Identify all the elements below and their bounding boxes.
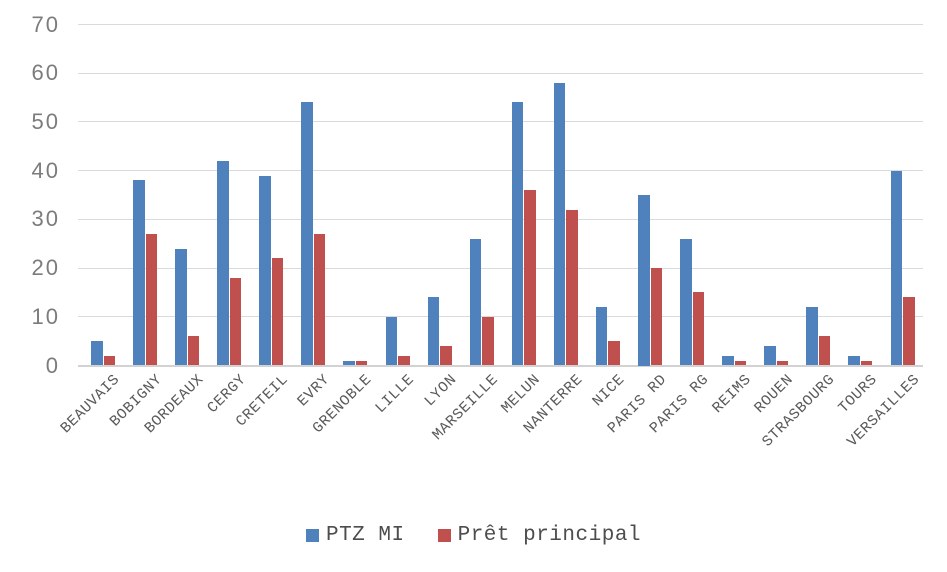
bar-ptz-mi-strasbourg bbox=[806, 307, 818, 366]
bar-pr-t-principal-nanterre bbox=[566, 209, 578, 366]
legend-item-ptz-mi: PTZ MI bbox=[305, 524, 405, 547]
y-gridline-40 bbox=[78, 170, 923, 172]
bar-pr-t-principal-rouen bbox=[776, 360, 789, 366]
bar-ptz-mi-grenoble bbox=[343, 360, 355, 366]
x-category-label-nice: NICE bbox=[589, 371, 629, 411]
y-tick-label-70: 70 bbox=[31, 11, 60, 37]
x-category-label-beauvais: BEAUVAIS bbox=[57, 371, 124, 438]
bar-ptz-mi-paris-rd bbox=[638, 195, 650, 366]
bar-pr-t-principal-nice bbox=[608, 341, 620, 366]
bar-pr-t-principal-paris-rg bbox=[692, 292, 705, 366]
bar-ptz-mi-nice bbox=[595, 307, 608, 366]
bar-ptz-mi-nanterre bbox=[553, 82, 566, 366]
bar-ptz-mi-evry bbox=[301, 102, 313, 366]
bar-ptz-mi-tours bbox=[848, 355, 860, 366]
bar-pr-t-principal-bordeaux bbox=[187, 336, 200, 366]
bar-pr-t-principal-lille bbox=[398, 355, 410, 366]
bar-pr-t-principal-evry bbox=[313, 233, 326, 366]
bar-pr-t-principal-reims bbox=[734, 360, 747, 366]
x-category-label-lille: LILLE bbox=[372, 371, 418, 417]
y-gridline-60 bbox=[78, 72, 923, 74]
legend-item-pret-principal: Prêt principal bbox=[437, 524, 642, 547]
bar-pr-t-principal-strasbourg bbox=[818, 336, 831, 366]
x-axis-line bbox=[78, 364, 923, 367]
y-gridline-10 bbox=[78, 316, 923, 318]
x-category-label-reims: REIMS bbox=[708, 371, 755, 417]
bar-ptz-mi-melun bbox=[511, 102, 524, 366]
y-gridline-20 bbox=[78, 267, 923, 269]
bar-pr-t-principal-bobigny bbox=[145, 233, 158, 366]
bar-pr-t-principal-cergy bbox=[229, 277, 242, 366]
bar-ptz-mi-cergy bbox=[217, 160, 229, 366]
bar-ptz-mi-lille bbox=[385, 316, 398, 366]
bar-ptz-mi-beauvais bbox=[91, 341, 103, 366]
y-gridline-70 bbox=[78, 24, 923, 25]
bar-ptz-mi-rouen bbox=[764, 346, 776, 366]
bar-ptz-mi-reims bbox=[722, 355, 734, 366]
bar-pr-t-principal-melun bbox=[524, 190, 536, 366]
x-category-label-evry: EVRY bbox=[294, 371, 334, 411]
legend-label-ptz-mi: PTZ MI bbox=[325, 524, 405, 547]
y-tick-label-10: 10 bbox=[31, 303, 60, 329]
y-tick-label-60: 60 bbox=[31, 60, 60, 86]
bar-pr-t-principal-creteil bbox=[271, 258, 284, 366]
y-gridline-50 bbox=[78, 121, 923, 123]
bar-ptz-mi-bobigny bbox=[133, 180, 145, 366]
y-tick-label-30: 30 bbox=[31, 206, 60, 232]
bar-pr-t-principal-beauvais bbox=[103, 355, 115, 366]
bar-pr-t-principal-tours bbox=[860, 360, 873, 366]
bar-ptz-mi-creteil bbox=[259, 175, 271, 366]
y-tick-label-40: 40 bbox=[31, 157, 60, 183]
legend-label-pret-principal: Prêt principal bbox=[457, 524, 642, 547]
bar-pr-t-principal-grenoble bbox=[355, 360, 368, 366]
legend-swatch-ptz-mi-icon bbox=[305, 529, 319, 542]
legend-swatch-pret-principal-icon bbox=[437, 529, 451, 542]
y-tick-label-0: 0 bbox=[45, 352, 60, 378]
y-tick-label-50: 50 bbox=[31, 108, 60, 134]
bar-pr-t-principal-marseille bbox=[482, 316, 494, 366]
bar-ptz-mi-paris-rg bbox=[680, 238, 692, 366]
y-gridline-30 bbox=[78, 218, 923, 220]
legend: PTZ MI Prêt principal bbox=[0, 524, 947, 547]
bar-pr-t-principal-lyon bbox=[440, 346, 452, 366]
x-category-label-lyon: LYON bbox=[421, 371, 460, 411]
bar-ptz-mi-marseille bbox=[469, 238, 482, 366]
y-tick-label-20: 20 bbox=[31, 255, 60, 281]
bar-ptz-mi-bordeaux bbox=[175, 248, 187, 366]
bar-pr-t-principal-versailles bbox=[903, 297, 915, 366]
bar-ptz-mi-versailles bbox=[890, 170, 903, 366]
bar-pr-t-principal-paris-rd bbox=[650, 268, 663, 366]
bar-ptz-mi-lyon bbox=[427, 297, 440, 366]
